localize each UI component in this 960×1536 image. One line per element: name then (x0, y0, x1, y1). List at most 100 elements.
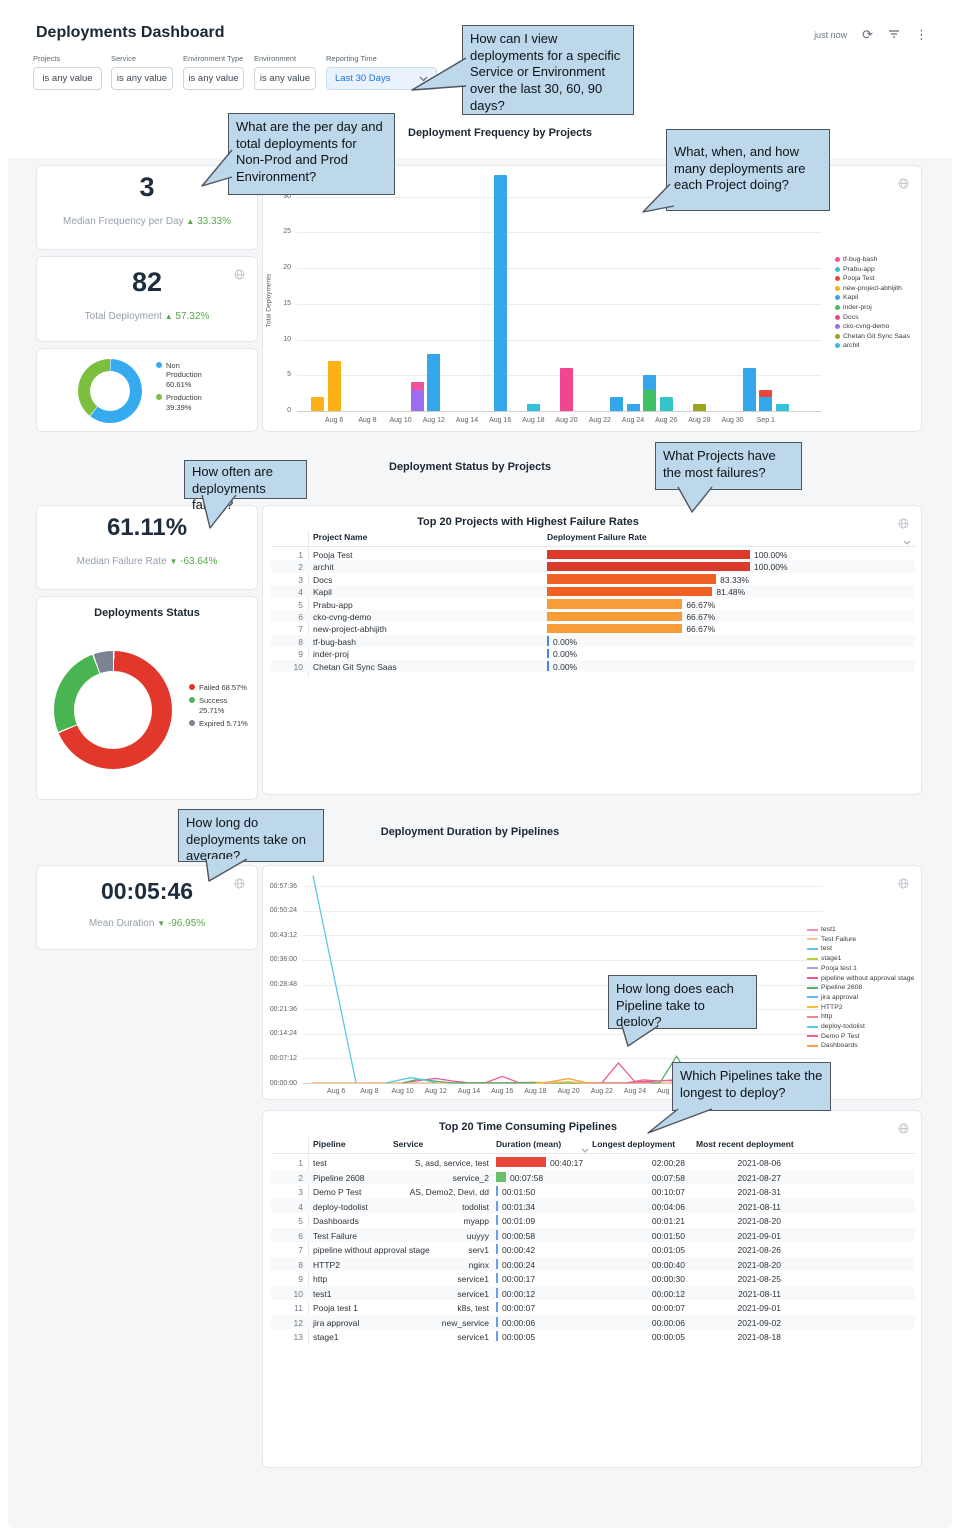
legend-item[interactable]: http (807, 1013, 832, 1020)
callout-longest-pipelines: Which Pipelines take the longest to depl… (672, 1062, 831, 1111)
column-header-longest[interactable]: Longest deployment (592, 1139, 676, 1149)
legend-swatch (807, 1035, 818, 1038)
project-name-cell: archit (313, 562, 334, 573)
duration-bar (496, 1316, 498, 1327)
table-row-band (271, 1169, 915, 1184)
failure-rate-value: 66.67% (686, 624, 716, 635)
project-name-cell: cko-cvng-demo (313, 612, 372, 622)
most-recent-cell: 2021-08-25 (737, 1274, 781, 1284)
longest-deployment-cell: 00:10:07 (651, 1187, 685, 1197)
legend-item[interactable]: archit (835, 342, 860, 349)
row-rank: 6 (298, 1230, 303, 1241)
globe-icon[interactable] (234, 267, 245, 285)
service-cell: S, asd, service, test (414, 1158, 489, 1168)
legend-item[interactable]: Pooja Test (835, 275, 875, 282)
longest-deployment-cell: 00:00:30 (651, 1274, 685, 1284)
y-axis-tick-label: 00:28:48 (269, 981, 297, 988)
row-rank: 12 (293, 1317, 303, 1328)
kebab-menu-icon[interactable]: ⋮ (915, 27, 928, 42)
sort-chevron-icon[interactable] (581, 1140, 589, 1158)
legend-item[interactable]: Pipeline 2608 (807, 984, 862, 991)
filter-environment-type-value[interactable]: is any value (183, 67, 244, 90)
x-axis-tick-label: Aug 16 (491, 1088, 514, 1095)
callout-average-duration: How long do deployments take on average? (178, 809, 324, 863)
legend-item[interactable]: Dashboards (807, 1042, 858, 1049)
median-frequency-value: 3 (139, 172, 155, 202)
column-header-most-recent[interactable]: Most recent deployment (696, 1139, 794, 1149)
failure-rate-value: 0.00% (553, 649, 578, 660)
filter-service-value[interactable]: is any value (111, 67, 173, 90)
x-axis-tick-label: Aug 22 (588, 417, 611, 424)
row-rank: 13 (293, 1332, 303, 1342)
filter-environment-value[interactable]: is any value (254, 67, 316, 90)
failure-rate-value: 81.48% (716, 587, 746, 598)
tile-median-failure-rate: 61.11% Median Failure Rate ▼ -63.64% (36, 505, 258, 590)
legend-item[interactable]: jira approval (807, 994, 858, 1001)
globe-icon[interactable] (898, 876, 909, 894)
legend-item[interactable]: Test Failure (807, 936, 856, 943)
service-cell: new_service (441, 1317, 489, 1328)
refresh-icon[interactable]: ⟳ (862, 27, 873, 42)
bar-segment (742, 368, 756, 411)
deployments-status-title: Deployments Status (94, 607, 200, 619)
failure-rate-bar (547, 636, 549, 646)
legend-item[interactable]: cko-cvng-demo (835, 323, 889, 330)
legend-item[interactable]: deploy-todolist (807, 1023, 865, 1030)
y-axis-tick-label: 00:14:24 (269, 1030, 297, 1038)
globe-icon[interactable] (898, 176, 909, 194)
x-axis-tick-label: Aug 30 (721, 417, 744, 424)
legend-item[interactable]: Prabu-app (835, 266, 875, 273)
column-header-duration[interactable]: Duration (mean) (496, 1139, 562, 1149)
legend-item[interactable]: test1 (807, 926, 836, 933)
service-cell: service1 (457, 1332, 489, 1342)
legend-item[interactable]: Docs (835, 314, 859, 321)
legend-item[interactable]: test (807, 945, 832, 952)
column-header-pipeline[interactable]: Pipeline (313, 1139, 346, 1149)
down-arrow-icon: ▼ (157, 919, 166, 928)
service-cell: service1 (457, 1274, 489, 1284)
sort-chevron-icon[interactable] (903, 532, 911, 550)
legend-item[interactable]: tf-bug-bash (835, 256, 877, 263)
legend-item[interactable]: pipeline without approval stage (807, 975, 914, 982)
column-header-failure-rate[interactable]: Deployment Failure Rate (547, 532, 647, 542)
legend-item[interactable]: Pooja test 1 (807, 965, 857, 972)
legend-item[interactable]: stage1 (807, 955, 841, 962)
legend-item[interactable]: inder-proj (835, 304, 872, 311)
globe-icon[interactable] (898, 516, 909, 534)
filter-reporting-time-label: Reporting Time (326, 54, 377, 63)
grid-line (297, 411, 821, 412)
column-header-project[interactable]: Project Name (313, 532, 368, 542)
legend-swatch (835, 257, 840, 262)
legend-item: Expired 5.71% (189, 719, 251, 728)
grid-line (297, 375, 821, 377)
up-arrow-icon: ▲ (186, 217, 195, 226)
legend-item[interactable]: new-project-abhijith (835, 285, 902, 292)
legend-item[interactable]: HTTP2 (807, 1004, 843, 1011)
most-recent-cell: 2021-09-01 (737, 1303, 781, 1313)
legend-item[interactable]: Chetan Git Sync Saas (835, 333, 910, 340)
legend-item[interactable]: Kapil (835, 294, 858, 301)
column-header-service[interactable]: Service (393, 1139, 424, 1149)
grid-line (297, 268, 821, 269)
series-line (402, 1054, 694, 1084)
pipelines-table-card: Top 20 Time Consuming Pipelines Pipeline… (262, 1110, 922, 1468)
grid-line (297, 339, 821, 341)
globe-icon[interactable] (898, 1121, 909, 1139)
most-recent-cell: 2021-08-26 (737, 1245, 781, 1255)
filter-reporting-time-dropdown[interactable]: Last 30 Days (326, 67, 437, 90)
failure-rate-bar (547, 561, 750, 572)
failure-rate-value: 66.67% (686, 599, 716, 610)
filter-icon[interactable] (888, 28, 900, 41)
bar-segment (643, 389, 657, 411)
failure-rate-bar (547, 661, 549, 671)
filter-projects-value[interactable]: is any value (33, 67, 102, 90)
legend-swatch (807, 996, 818, 999)
legend-item[interactable]: Demo P Test (807, 1033, 860, 1040)
row-rank: 2 (298, 1172, 303, 1183)
most-recent-cell: 2021-08-20 (737, 1259, 781, 1270)
duration-bar (496, 1302, 498, 1312)
legend-swatch (835, 343, 840, 349)
legend-label: tf-bug-bash (843, 256, 878, 263)
legend-label: deploy-todolist (821, 1023, 865, 1030)
pipeline-cell: test1 (313, 1288, 332, 1299)
